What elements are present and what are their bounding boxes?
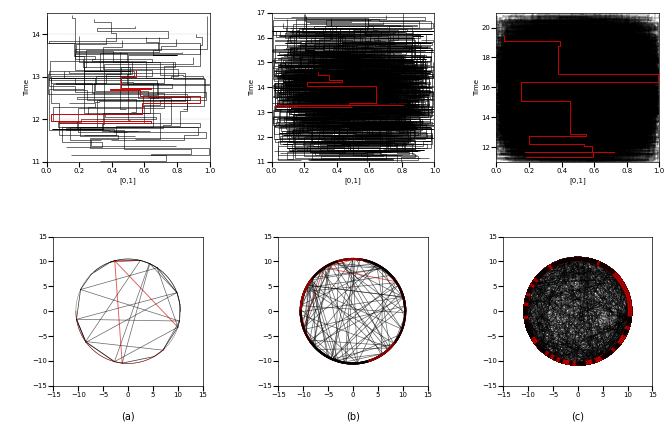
Y-axis label: Time: Time bbox=[24, 79, 30, 96]
Y-axis label: Time: Time bbox=[474, 79, 480, 96]
X-axis label: (a): (a) bbox=[121, 412, 135, 422]
X-axis label: [0,1]: [0,1] bbox=[120, 177, 137, 184]
X-axis label: [0,1]: [0,1] bbox=[344, 177, 362, 184]
X-axis label: (b): (b) bbox=[346, 412, 360, 422]
X-axis label: [0,1]: [0,1] bbox=[569, 177, 586, 184]
Y-axis label: Time: Time bbox=[249, 79, 255, 96]
X-axis label: (c): (c) bbox=[571, 412, 584, 422]
